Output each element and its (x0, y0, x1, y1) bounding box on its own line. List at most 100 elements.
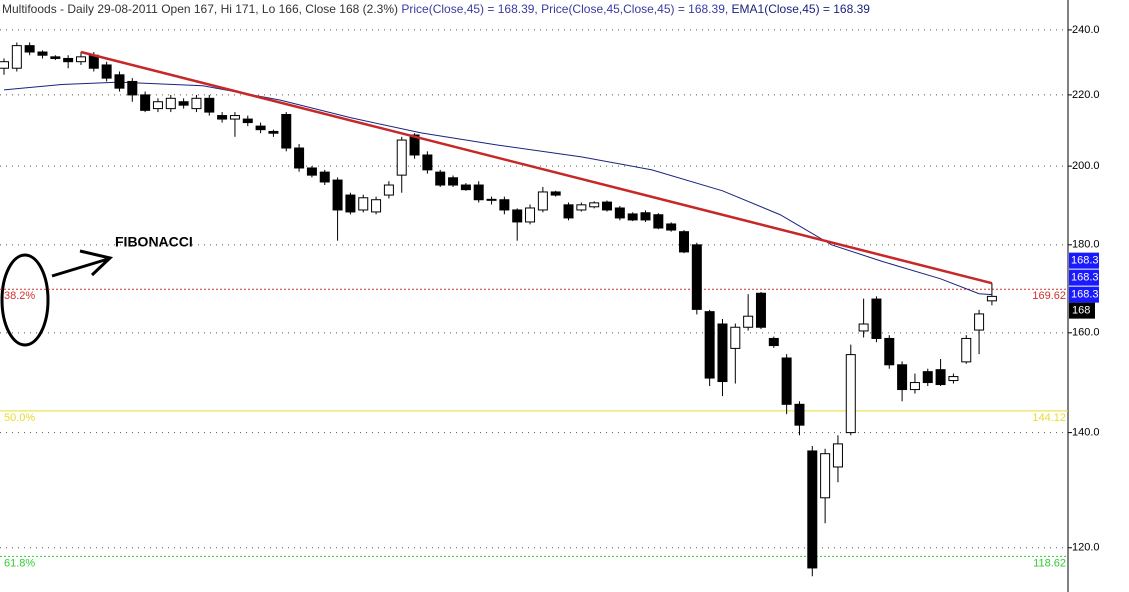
candle-body (512, 209, 523, 223)
chart-title: Multifoods - Daily 29-08-2011 Open 167, … (2, 2, 870, 16)
candle-body (204, 97, 215, 113)
candle-body (602, 201, 613, 211)
price-box (1069, 286, 1099, 303)
candle-body (294, 147, 305, 169)
candle-body (24, 45, 35, 53)
candle-body (717, 323, 728, 383)
candle-body (768, 337, 779, 347)
candle-body (781, 357, 792, 405)
candle-body (499, 199, 510, 211)
candle-body (229, 115, 240, 120)
candle-body (627, 213, 638, 221)
candle-body (422, 154, 433, 171)
ema-line (3, 81, 992, 296)
candle-body (858, 323, 869, 332)
candle-body (306, 167, 317, 176)
candle-body (114, 74, 125, 89)
candle-body (37, 51, 48, 56)
close-box (1069, 302, 1095, 319)
candle-body (165, 97, 176, 110)
candle-body (409, 134, 420, 156)
fib-value: 118.62 (1033, 557, 1066, 569)
fib-label: 50.0% (4, 412, 35, 424)
title-part: Multifoods - Daily 29-08-2011 Open 167, … (2, 2, 398, 16)
candle-body (460, 184, 471, 191)
candle-body (255, 125, 266, 131)
price-box-label: 168.393 (1071, 255, 1111, 267)
price-box-label: 168.393 (1071, 289, 1111, 301)
y-tick-label: 140.0 (1072, 426, 1100, 438)
candle-body (640, 212, 651, 221)
candle-body (922, 371, 933, 384)
annotation-arrow (51, 257, 109, 278)
candle-body (371, 199, 382, 213)
candle-body (11, 45, 22, 69)
y-tick-label: 120.0 (1072, 542, 1100, 554)
candle-body (884, 337, 895, 366)
candle-body (576, 204, 587, 211)
candle-body (435, 171, 446, 186)
candle-body (820, 453, 831, 499)
candle-body (473, 184, 484, 201)
candle-body (974, 313, 985, 331)
candle-body (127, 80, 138, 96)
y-tick-label: 220.0 (1072, 89, 1100, 101)
title-part: EMA1(Close,45) = 168.39 (732, 2, 871, 16)
candle-body (268, 130, 279, 134)
close-box-label: 168 (1072, 305, 1090, 317)
fib-label: 61.8% (4, 557, 35, 569)
price-box-label: 168.393 (1071, 272, 1111, 284)
candle-body (678, 231, 689, 253)
candle-body (63, 57, 74, 63)
price-box (1069, 252, 1099, 269)
candle-body (242, 118, 253, 124)
candle-body (101, 64, 112, 79)
candle-body (563, 204, 574, 219)
candle-body (986, 295, 997, 302)
candle-body (691, 244, 702, 310)
candle-body (871, 298, 882, 339)
candle-body (152, 101, 163, 110)
candle-body (794, 403, 805, 426)
candle-body (961, 337, 972, 363)
candle-body (550, 191, 561, 196)
y-tick-label: 240.0 (1072, 24, 1100, 36)
candle-body (345, 194, 356, 213)
candle-body (332, 179, 343, 211)
candle-body (0, 61, 9, 69)
candle-body (807, 450, 818, 569)
y-tick-label: 180.0 (1072, 239, 1100, 251)
candle-body (666, 223, 677, 231)
y-tick-label: 160.0 (1072, 327, 1100, 339)
candle-body (191, 97, 202, 110)
annotation-text: FIBONACCI (115, 234, 193, 250)
candle-body (178, 101, 189, 106)
annotation-arrowhead (79, 249, 114, 277)
candle-body (217, 115, 228, 120)
candle-body (358, 197, 369, 211)
candle-body (653, 214, 664, 229)
candle-body (486, 198, 497, 201)
candle-body (589, 202, 600, 208)
candle-body (525, 207, 536, 223)
candle-body (75, 56, 86, 63)
candle-body (319, 171, 330, 183)
title-part: Price(Close,45) = 168.39, Price(Close,45… (401, 2, 728, 16)
candle-body (140, 94, 151, 111)
y-tick-label: 200.0 (1072, 160, 1100, 172)
candle-body (730, 326, 741, 349)
candle-body (50, 56, 61, 59)
candle-body (897, 364, 908, 391)
candle-body (755, 292, 766, 328)
fib-label: 38.2% (4, 290, 35, 302)
price-box (1069, 269, 1099, 286)
candle-body (281, 114, 292, 149)
candle-body (845, 354, 856, 434)
candle-body (743, 315, 754, 328)
candle-body (704, 311, 715, 379)
annotation-ellipse (0, 253, 50, 347)
candle-body (614, 207, 625, 219)
candle-body (383, 184, 394, 196)
candle-body (448, 177, 459, 186)
